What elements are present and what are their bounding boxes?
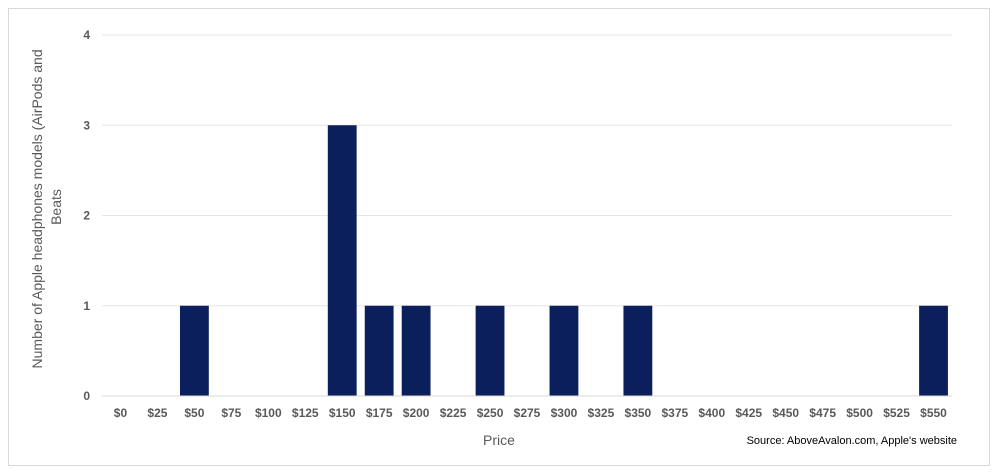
x-tick-label: $475 <box>809 406 836 420</box>
x-tick-label: $125 <box>292 406 319 420</box>
x-tick-label: $25 <box>147 406 167 420</box>
x-tick-label: $225 <box>440 406 467 420</box>
x-tick-label: $100 <box>255 406 282 420</box>
x-tick-label: $450 <box>772 406 799 420</box>
bar <box>401 305 431 396</box>
x-tick-label: $325 <box>588 406 615 420</box>
bar <box>475 305 505 396</box>
bar <box>179 305 209 396</box>
bars <box>179 125 948 396</box>
y-axis-label-line-1: Number of Apple headphones models (AirPo… <box>29 49 45 368</box>
x-tick-label: $150 <box>329 406 356 420</box>
bar <box>549 305 579 396</box>
y-tick-label: 3 <box>83 118 90 132</box>
x-tick-label: $350 <box>625 406 652 420</box>
x-tick-label: $300 <box>551 406 578 420</box>
x-tick-label: $275 <box>514 406 541 420</box>
y-tick-label: 2 <box>83 209 90 223</box>
source-note: Source: AboveAvalon.com, Apple's website <box>747 435 957 447</box>
x-tick-label: $425 <box>735 406 762 420</box>
x-tick-label: $175 <box>366 406 393 420</box>
y-tick-label: 4 <box>83 28 90 42</box>
bar <box>364 305 394 396</box>
x-tick-label: $0 <box>114 406 128 420</box>
x-tick-label: $525 <box>883 406 910 420</box>
x-axis-ticks: $0 $25 $50 $75 $100 $125 $150 $175 $200 $225 $250 $… <box>114 406 947 420</box>
x-tick-label: $50 <box>184 406 204 420</box>
x-tick-label: $250 <box>477 406 504 420</box>
bar <box>919 305 948 396</box>
bar <box>327 125 357 396</box>
y-axis-label-line-2: Beats <box>48 189 64 225</box>
x-tick-label: $200 <box>403 406 430 420</box>
x-tick-label: $75 <box>221 406 241 420</box>
x-tick-label: $500 <box>846 406 873 420</box>
bar <box>623 305 653 396</box>
y-axis-ticks: 0 1 2 3 4 <box>83 28 90 403</box>
x-tick-label: $375 <box>661 406 688 420</box>
x-tick-label: $550 <box>920 406 947 420</box>
x-axis-label: Price <box>483 432 515 448</box>
y-axis-label: Number of Apple headphones models (AirPo… <box>29 46 64 369</box>
x-tick-label: $400 <box>698 406 725 420</box>
y-tick-label: 1 <box>83 299 90 313</box>
gridlines <box>102 34 952 307</box>
y-tick-label: 0 <box>83 389 90 403</box>
